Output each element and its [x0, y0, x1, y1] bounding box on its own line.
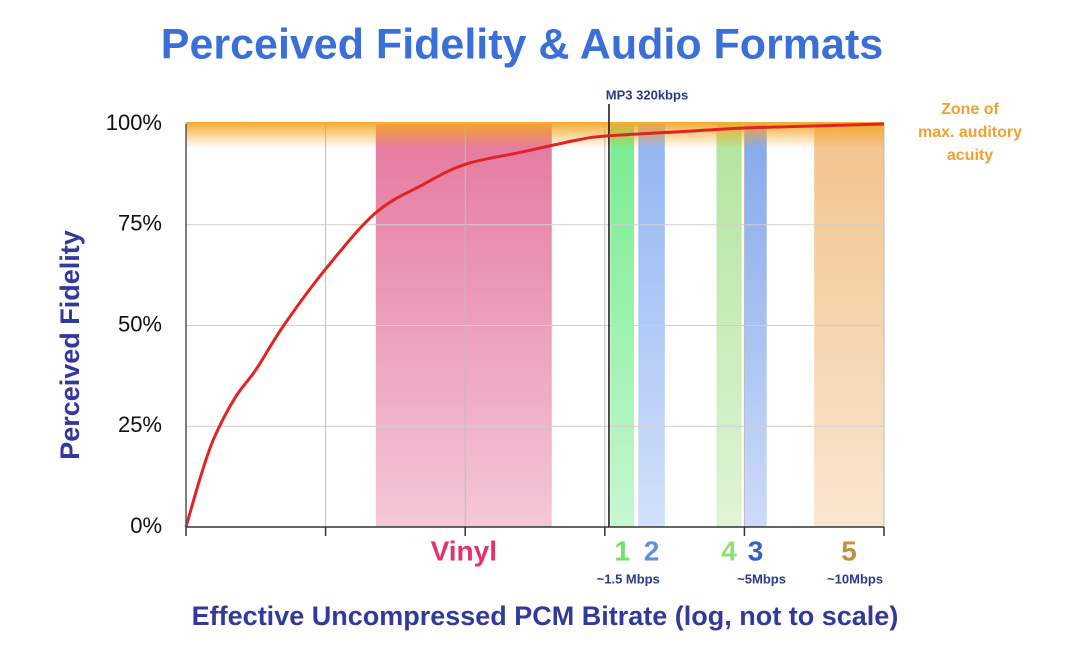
y-tick-label: 75% — [118, 211, 162, 236]
band-label: 1 — [614, 535, 630, 566]
y-tick-label: 100% — [106, 110, 162, 135]
y-tick-label: 0% — [130, 513, 162, 538]
fidelity-curve — [184, 122, 885, 528]
chart-title: Perceived Fidelity & Audio Formats — [161, 20, 883, 68]
band-label: 3 — [748, 535, 764, 566]
band-label: Vinyl — [431, 535, 497, 566]
x-axis-label: Effective Uncompressed PCM Bitrate (log,… — [192, 601, 899, 631]
zone-label: acuity — [947, 147, 993, 164]
y-tick-label: 25% — [118, 412, 162, 437]
band-label: 4 — [721, 535, 737, 566]
y-tick-label: 50% — [118, 311, 162, 336]
band-note: ~1.5 Mbps — [597, 571, 660, 586]
zone-label: max. auditory — [918, 124, 1022, 141]
band-note: ~5Mbps — [737, 571, 786, 586]
band-label: 2 — [644, 535, 660, 566]
mp3-label: MP3 320kbps — [606, 87, 688, 102]
band-note: ~10Mbps — [827, 571, 883, 586]
band-label: 5 — [841, 535, 857, 566]
zone-label: Zone of — [941, 101, 999, 118]
y-axis-label: Perceived Fidelity — [55, 230, 85, 460]
